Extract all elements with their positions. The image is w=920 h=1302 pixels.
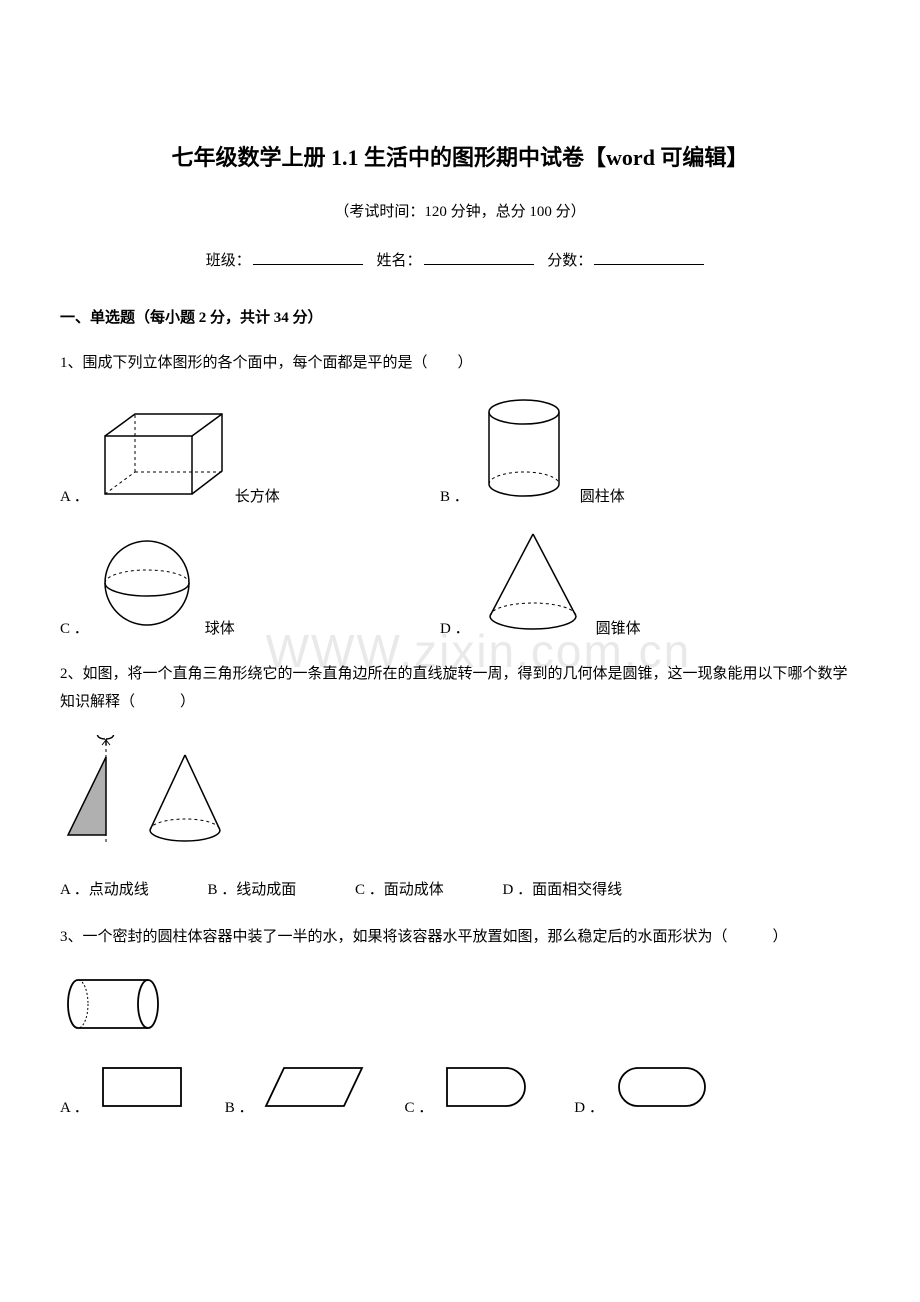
q2-a: A ．点动成线 [60, 882, 149, 898]
q1-c-label: 球体 [205, 617, 235, 638]
q3-b-letter: B ． [225, 1096, 254, 1117]
q1-a-letter: A ． [60, 485, 89, 506]
q1-b-label: 圆柱体 [580, 485, 625, 506]
q2-figure [60, 735, 860, 860]
exam-info: （考试时间：120 分钟，总分 100 分） [60, 200, 860, 221]
q3-d-letter: D ． [574, 1096, 604, 1117]
q1-c-letter: C ． [60, 617, 89, 638]
score-label: 分数： [547, 253, 592, 269]
cylinder-icon [477, 396, 572, 506]
q1-options-row1: A ． 长方体 B ． 圆柱体 [60, 396, 860, 506]
q3-options: A ． B ． C ． D ． [60, 1062, 860, 1117]
q3-a-letter: A ． [60, 1096, 89, 1117]
stadium-icon [612, 1062, 712, 1117]
sphere-icon [97, 533, 197, 638]
q2-c: C ．面动成体 [355, 882, 444, 898]
form-row: 班级： 姓名： 分数： [60, 249, 860, 270]
cuboid-icon [97, 406, 227, 506]
name-label: 姓名： [376, 253, 421, 269]
q2-b: B ．线动成面 [208, 882, 297, 898]
name-blank [424, 250, 534, 265]
score-blank [594, 250, 704, 265]
class-blank [253, 250, 363, 265]
q1-d-letter: D ． [440, 617, 470, 638]
section-heading: 一、单选题（每小题 2 分，共计 34 分） [60, 306, 860, 327]
parallelogram-icon [262, 1062, 367, 1117]
half-stadium-icon [441, 1062, 536, 1117]
q1-a-label: 长方体 [235, 485, 280, 506]
q1-options-row2: C ． 球体 D ． 圆锥体 [60, 528, 860, 638]
rect-shape-icon [97, 1062, 187, 1117]
class-label: 班级： [206, 253, 251, 269]
q1-b-letter: B ． [440, 485, 469, 506]
q1-d-label: 圆锥体 [596, 617, 641, 638]
cone-icon [478, 528, 588, 638]
page-title: 七年级数学上册 1.1 生活中的图形期中试卷【word 可编辑】 [60, 140, 860, 172]
q2-text: 2、如图，将一个直角三角形绕它的一条直角边所在的直线旋转一周，得到的几何体是圆锥… [60, 660, 860, 717]
q1-text: 1、围成下列立体图形的各个面中，每个面都是平的是（ ） [60, 349, 860, 378]
q2-d: D ．面面相交得线 [503, 882, 623, 898]
q3-text: 3、一个密封的圆柱体容器中装了一半的水，如果将该容器水平放置如图，那么稳定后的水… [60, 923, 860, 952]
q3-figure [60, 969, 860, 1044]
q2-options: A ．点动成线 B ．线动成面 C ．面动成体 D ．面面相交得线 [60, 878, 860, 899]
q3-c-letter: C ． [405, 1096, 434, 1117]
